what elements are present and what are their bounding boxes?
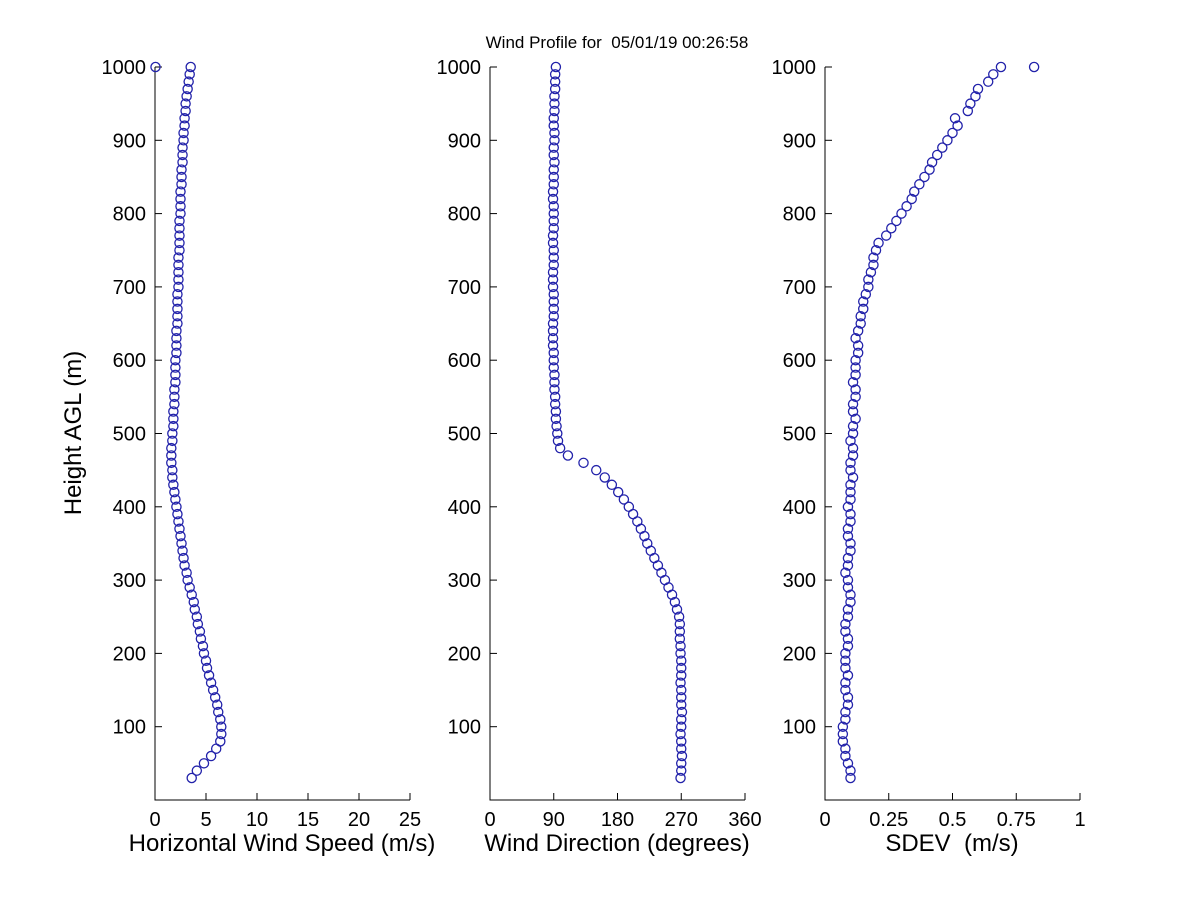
x-tick-label: 0.5	[939, 809, 967, 831]
x-tick-label: 0.75	[997, 809, 1036, 831]
y-tick-label: 200	[448, 643, 481, 665]
y-tick-label: 100	[783, 717, 816, 739]
y-tick-label: 200	[783, 643, 816, 665]
axes-lines	[824, 67, 1080, 801]
y-tick-label: 400	[783, 497, 816, 519]
y-tick-label: 500	[783, 424, 816, 446]
x-tick-label: 10	[246, 809, 268, 831]
y-tick-label: 100	[448, 717, 481, 739]
y-tick-label: 800	[113, 204, 146, 226]
sdev-markers	[837, 61, 1040, 784]
x-tick-label: 270	[665, 809, 698, 831]
y-tick-label: 800	[448, 204, 481, 226]
y-tick-label: 900	[448, 130, 481, 152]
panel-wind-direction: 100 200 300 400 500 600 700 800 900 1000 0 90 180 270…	[437, 57, 762, 831]
x-tick-label: 360	[728, 809, 761, 831]
axes-lines	[154, 67, 410, 801]
y-tick-label: 800	[783, 204, 816, 226]
y-tick-label: 400	[113, 497, 146, 519]
x-ticks: 0 0.25 0.5 0.75 1	[819, 793, 1086, 831]
x-axis-label-wind-speed: Horizontal Wind Speed (m/s)	[128, 830, 436, 857]
y-ticks: 100 200 300 400 500 600 700 800 900 1000	[437, 57, 497, 739]
y-tick-label: 300	[783, 570, 816, 592]
figure-title: Wind Profile for 05/01/19 00:26:58	[485, 33, 749, 52]
y-tick-label: 400	[448, 497, 481, 519]
y-tick-label: 700	[113, 277, 146, 299]
x-tick-label: 0	[819, 809, 830, 831]
x-tick-label: 0	[149, 809, 160, 831]
wind-speed-markers	[150, 61, 227, 784]
y-ticks: 100 200 300 400 500 600 700 800 900 1000	[102, 57, 162, 739]
x-ticks: 0 90 180 270 360	[484, 793, 762, 831]
y-tick-label: 900	[783, 130, 816, 152]
y-tick-label: 600	[783, 350, 816, 372]
x-tick-label: 25	[399, 809, 421, 831]
y-tick-label: 1000	[437, 57, 482, 79]
y-ticks: 100 200 300 400 500 600 700 800 900 1000	[772, 57, 832, 739]
x-axis-label-wind-direction: Wind Direction (degrees)	[484, 830, 750, 857]
wind-direction-markers	[547, 61, 688, 784]
y-tick-label: 600	[113, 350, 146, 372]
x-tick-label: 15	[297, 809, 319, 831]
x-tick-label: 5	[200, 809, 211, 831]
y-tick-label: 900	[113, 130, 146, 152]
y-tick-label: 500	[113, 424, 146, 446]
x-tick-label: 20	[348, 809, 370, 831]
y-tick-label: 600	[448, 350, 481, 372]
y-tick-label: 200	[113, 643, 146, 665]
x-axis-label-sdev: SDEV (m/s)	[885, 830, 1019, 857]
axes-lines	[489, 67, 745, 801]
x-tick-label: 0.25	[869, 809, 908, 831]
y-tick-label: 500	[448, 424, 481, 446]
x-tick-label: 0	[484, 809, 495, 831]
y-tick-label: 1000	[772, 57, 817, 79]
panel-wind-speed: 100 200 300 400 500 600 700 800 900 1000 0 5 10 15 20 2…	[102, 57, 422, 831]
y-axis-label: Height AGL (m)	[60, 350, 87, 516]
x-tick-label: 1	[1074, 809, 1085, 831]
y-tick-label: 100	[113, 717, 146, 739]
y-tick-label: 700	[783, 277, 816, 299]
x-tick-label: 180	[601, 809, 634, 831]
y-tick-label: 700	[448, 277, 481, 299]
x-tick-label: 90	[543, 809, 565, 831]
y-tick-label: 300	[113, 570, 146, 592]
x-ticks: 0 5 10 15 20 25	[149, 793, 421, 831]
y-tick-label: 300	[448, 570, 481, 592]
y-tick-label: 1000	[102, 57, 147, 79]
